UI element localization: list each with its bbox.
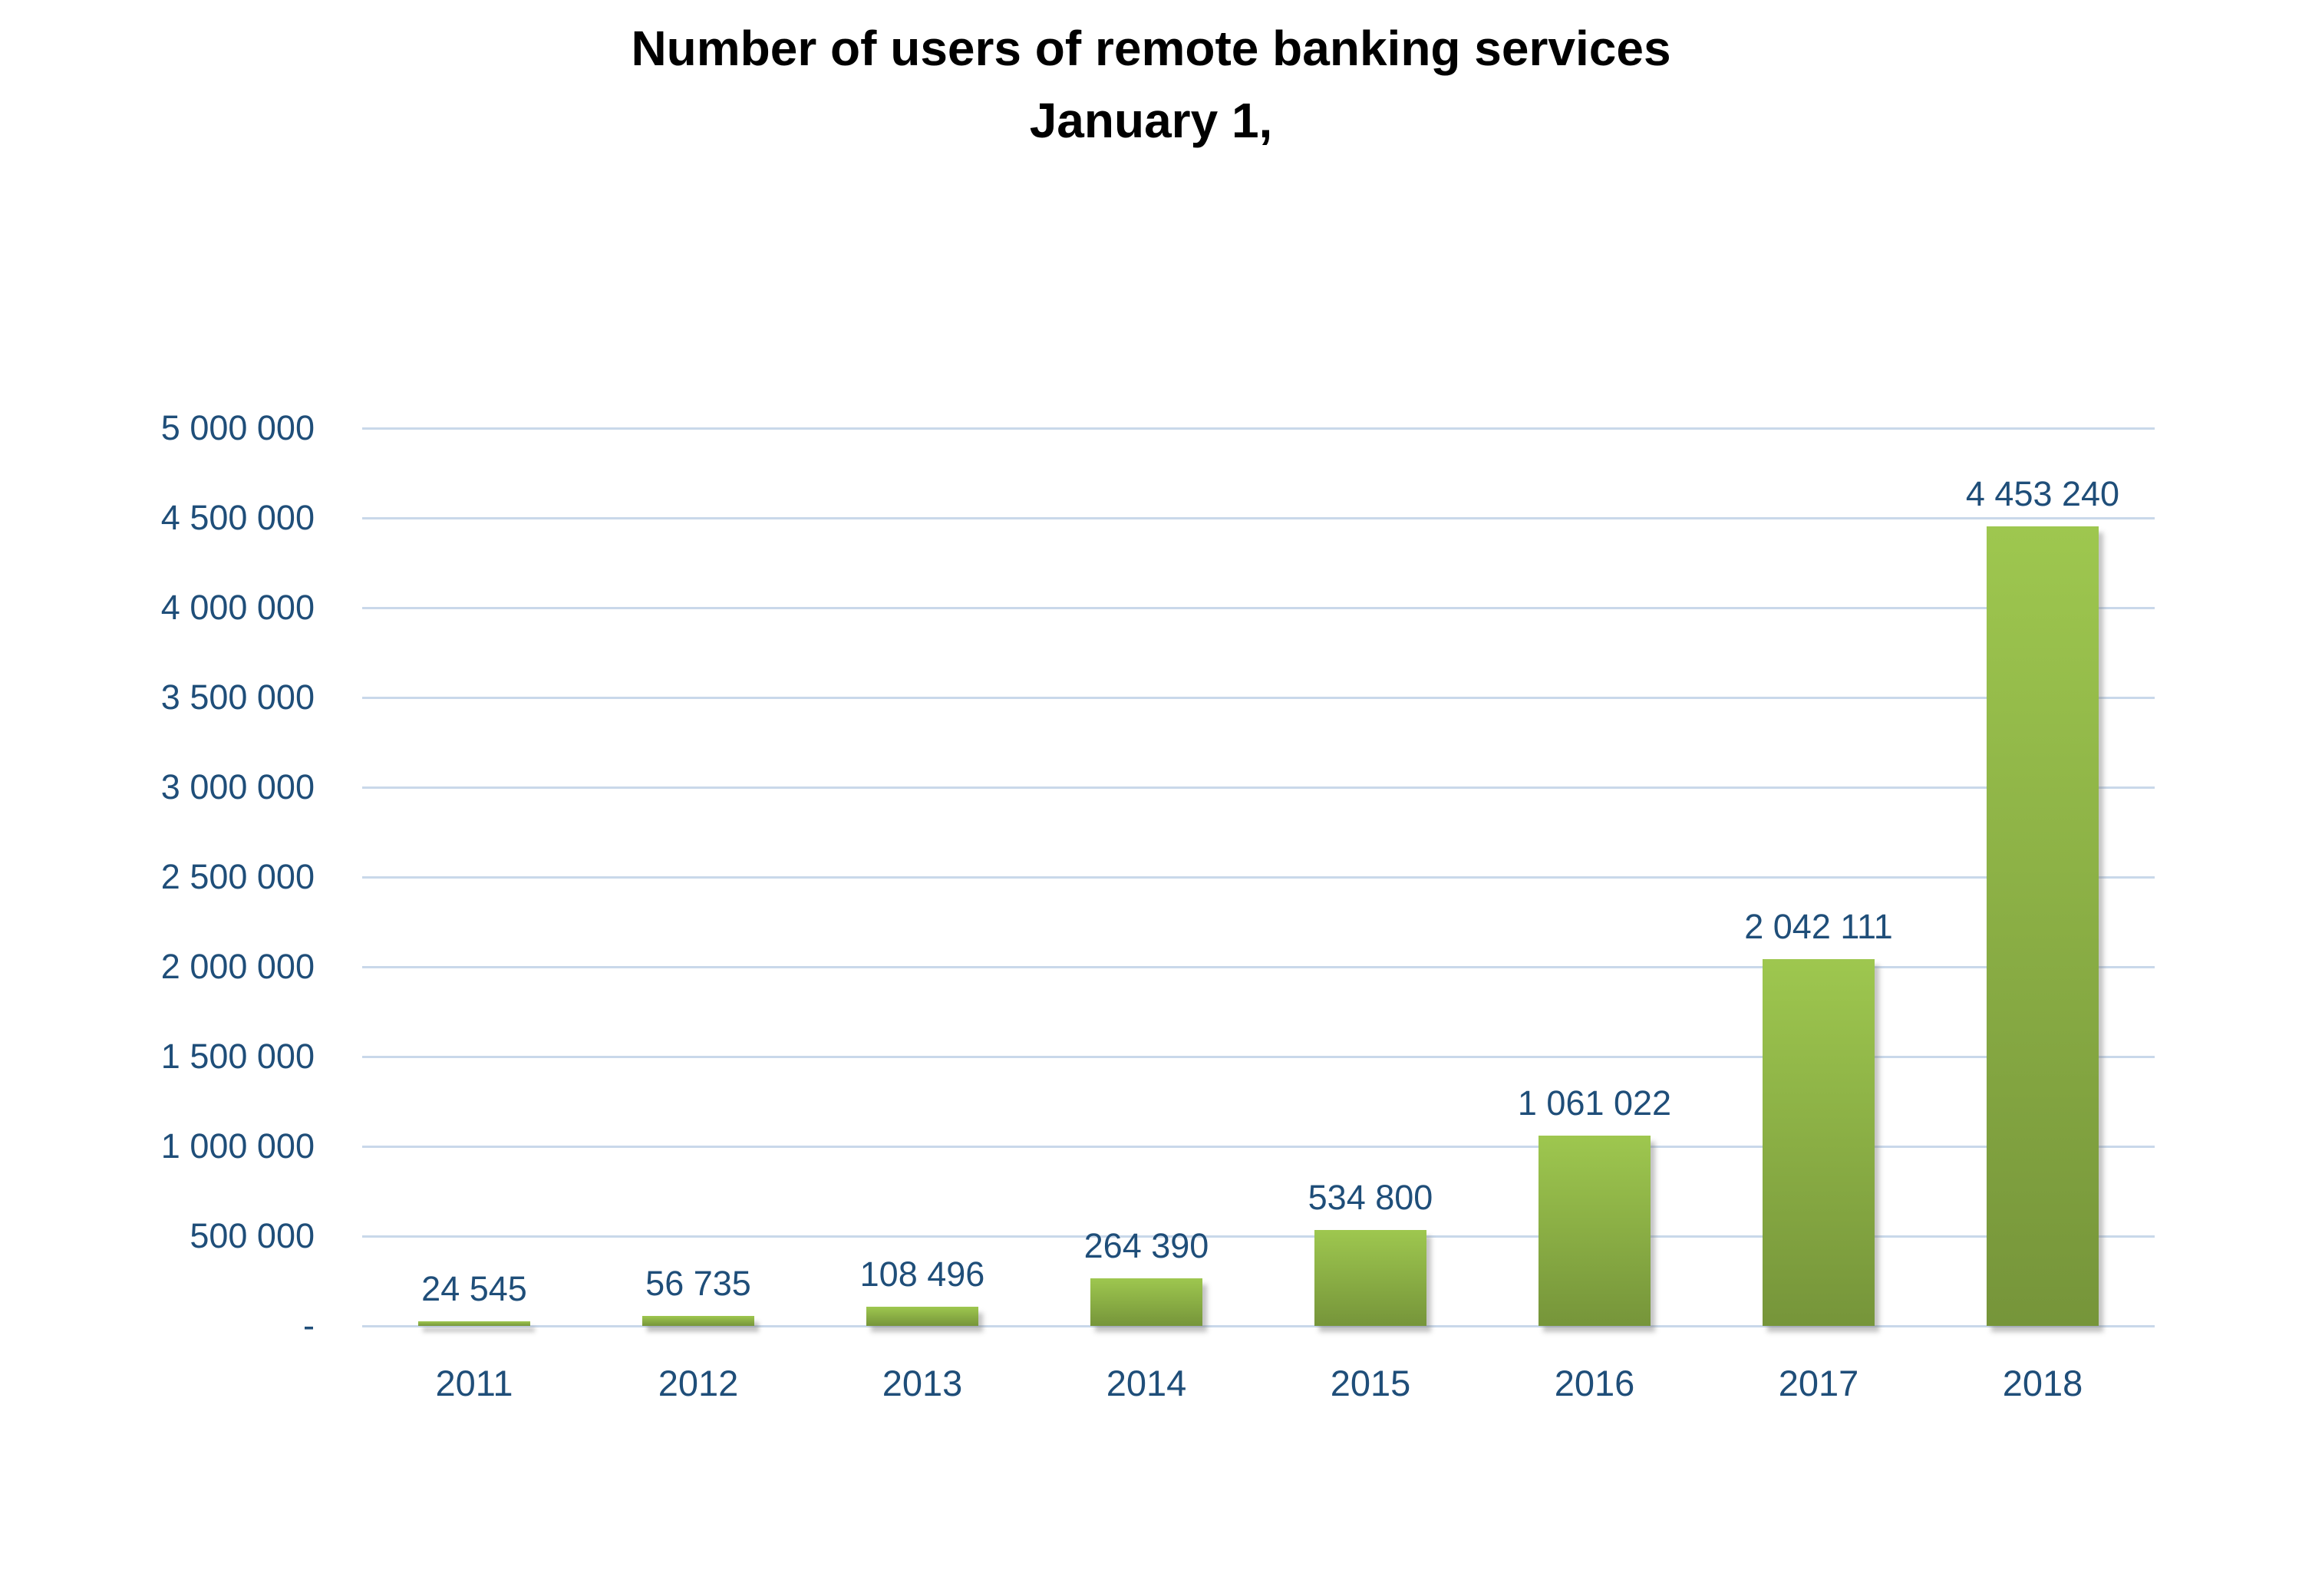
x-axis-tick-label-2011: 2011 [435,1363,513,1403]
y-axis-tick-label: 1 500 000 [160,1037,315,1076]
x-axis-tick-label-2018: 2018 [2002,1363,2083,1403]
gridline [362,517,2155,519]
gridline [362,1235,2155,1238]
gridline [362,607,2155,609]
value-label-2016: 1 061 022 [1517,1083,1672,1123]
chart-title-line1: Number of users of remote banking servic… [631,21,1671,76]
y-axis-tick-label: 2 000 000 [160,947,315,986]
y-axis-tick-label: 4 000 000 [160,588,315,627]
y-axis-tick-label: 500 000 [190,1216,315,1255]
gridline [362,697,2155,699]
value-label-2018: 4 453 240 [1965,474,2120,513]
x-axis-tick-label-2014: 2014 [1106,1363,1187,1403]
bar-2012 [642,1316,754,1326]
x-axis-tick-label-2012: 2012 [658,1363,739,1403]
bar-2014 [1090,1278,1202,1326]
value-label-2017: 2 042 111 [1744,907,1893,946]
value-label-2014: 264 390 [1083,1226,1209,1265]
y-axis-tick-label: 2 500 000 [160,857,315,896]
x-axis-tick-label-2015: 2015 [1330,1363,1411,1403]
value-label-2015: 534 800 [1308,1178,1433,1217]
gridline [362,1325,2155,1327]
gridline [362,966,2155,968]
bar-2018 [1987,526,2099,1326]
x-axis-tick-label-2016: 2016 [1554,1363,1635,1403]
y-axis-tick-label: 3 000 000 [160,767,315,806]
chart-title-line2: January 1, [1029,93,1273,148]
bar-2016 [1539,1136,1651,1326]
gridline [362,1146,2155,1148]
gridline [362,1056,2155,1058]
bar-2011 [418,1321,530,1326]
bar-2017 [1763,959,1875,1326]
x-axis-tick-label-2013: 2013 [882,1363,963,1403]
gridline [362,427,2155,430]
bar-2013 [866,1307,978,1326]
x-axis-tick-label-2017: 2017 [1778,1363,1859,1403]
gridline [362,786,2155,789]
bar-2015 [1314,1230,1426,1326]
y-axis-tick-label: 3 500 000 [160,678,315,717]
chart-title: Number of users of remote banking servic… [0,12,2302,157]
y-axis-tick-label: 4 500 000 [160,498,315,537]
y-axis-tick-label: 5 000 000 [160,408,315,447]
value-label-2011: 24 545 [421,1269,527,1308]
y-axis-tick-label: - [303,1306,315,1345]
value-label-2012: 56 735 [645,1264,751,1303]
y-axis-tick-label: 1 000 000 [160,1126,315,1166]
gridline [362,876,2155,879]
value-label-2013: 108 496 [859,1255,985,1294]
